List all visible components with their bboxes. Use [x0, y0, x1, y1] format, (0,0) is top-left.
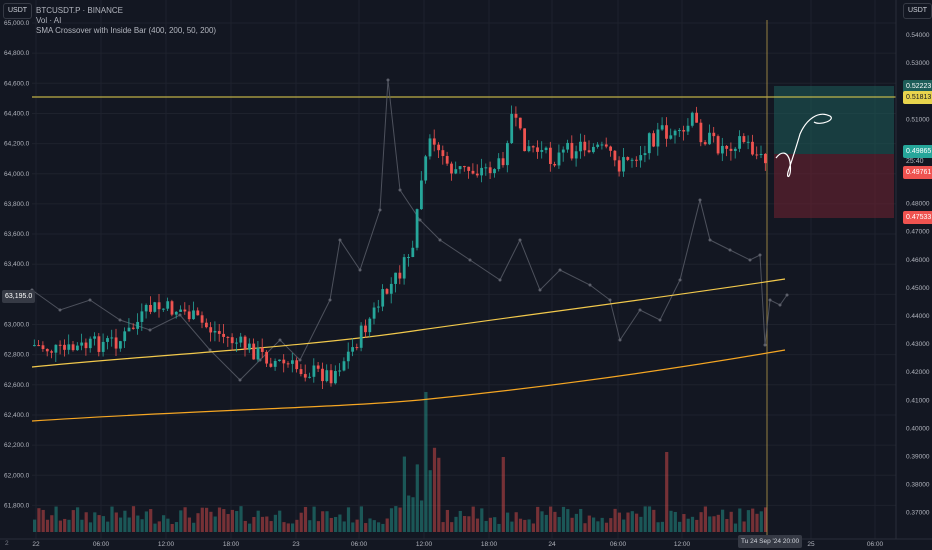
right-axis-tick: 0.45000 — [906, 285, 930, 292]
left-axis-tick: 61,800.0 — [4, 502, 30, 509]
time-axis-tick: 06:00 — [867, 541, 884, 548]
current-price-badge: 0.49865 — [903, 145, 932, 158]
time-axis-tick: 06:00 — [610, 541, 627, 548]
right-axis-tick: 0.39000 — [906, 454, 930, 461]
left-axis-tick: 62,400.0 — [4, 412, 30, 419]
corner-label: 2 — [5, 540, 9, 547]
left-axis-tick: 63,400.0 — [4, 261, 30, 268]
crosshair-time-label: Tu 24 Sep '24 20:00 — [738, 535, 803, 548]
left-axis-tick: 62,200.0 — [4, 442, 30, 449]
right-currency-button[interactable]: USDT — [903, 3, 932, 19]
candlestick-series — [33, 105, 767, 389]
time-axis-tick: 06:00 — [351, 541, 368, 548]
target-price-badge: 0.52223 — [903, 80, 932, 93]
volume-indicator-title[interactable]: Vol · AI — [36, 16, 62, 25]
right-axis-tick: 0.40000 — [906, 425, 930, 432]
left-price-badge: 63,195.0 — [2, 290, 36, 303]
volume-histogram — [33, 392, 768, 532]
right-axis-tick: 0.41000 — [906, 397, 930, 404]
chart-legend: BTCUSDT.P · BINANCE Vol · AI SMA Crossov… — [36, 6, 216, 36]
left-axis-tick: 63,600.0 — [4, 231, 30, 238]
time-axis-tick: 23 — [292, 541, 300, 548]
left-axis-tick: 63,800.0 — [4, 201, 30, 208]
bar-countdown: 25:40 — [906, 158, 924, 165]
right-axis-tick: 0.38000 — [906, 482, 930, 489]
left-axis-tick: 62,600.0 — [4, 382, 30, 389]
level-price-badge: 0.51813 — [903, 91, 932, 104]
left-axis-tick: 64,000.0 — [4, 171, 30, 178]
time-axis[interactable]: 22 06:00 12:00 18:00 23 06:00 12:00 18:00 24 06:0… — [32, 541, 883, 548]
time-axis-tick: 12:00 — [158, 541, 175, 548]
time-axis-tick: 22 — [32, 541, 40, 548]
left-axis-tick: 64,200.0 — [4, 141, 30, 148]
right-axis-tick: 0.48000 — [906, 201, 930, 208]
sma-indicator-title[interactable]: SMA Crossover with Inside Bar (400, 200,… — [36, 26, 217, 35]
right-axis-tick: 0.53000 — [906, 60, 930, 67]
right-axis-tick: 0.43000 — [906, 341, 930, 348]
right-axis-tick: 0.37000 — [906, 510, 930, 517]
time-axis-tick: 12:00 — [674, 541, 691, 548]
left-price-axis[interactable]: 65,000.0 64,800.0 64,600.0 64,400.0 64,200.0… — [4, 20, 30, 509]
left-axis-tick: 62,000.0 — [4, 472, 30, 479]
secondary-symbol-line — [31, 79, 788, 381]
right-axis-tick: 0.51000 — [906, 116, 930, 123]
left-axis-tick: 63,000.0 — [4, 322, 30, 329]
right-axis-tick: 0.54000 — [906, 32, 930, 39]
symbol-title[interactable]: BTCUSDT.P · BINANCE — [36, 6, 123, 15]
left-currency-button[interactable]: USDT — [3, 3, 33, 19]
stop-price-badge: 0.47533 — [903, 211, 932, 224]
left-axis-tick: 65,000.0 — [4, 20, 30, 27]
entry-price-badge: 0.49761 — [903, 166, 932, 179]
left-axis-tick: 64,600.0 — [4, 80, 30, 87]
time-axis-tick: 18:00 — [481, 541, 498, 548]
chart-grid — [32, 0, 896, 539]
right-axis-tick: 0.46000 — [906, 257, 930, 264]
time-axis-tick: 18:00 — [223, 541, 240, 548]
left-axis-tick: 64,400.0 — [4, 110, 30, 117]
secondary-symbol-points — [30, 78, 789, 382]
left-axis-tick: 62,800.0 — [4, 352, 30, 359]
drawn-projection-curve[interactable] — [775, 113, 832, 178]
profit-zone[interactable] — [774, 86, 894, 154]
right-axis-tick: 0.44000 — [906, 313, 930, 320]
right-axis-tick: 0.47000 — [906, 229, 930, 236]
time-axis-tick: 24 — [548, 541, 556, 548]
time-axis-tick: 06:00 — [93, 541, 110, 548]
right-price-axis[interactable]: 0.540000.530000.520000.510000.500000.490… — [906, 32, 930, 517]
loss-zone[interactable] — [774, 154, 894, 218]
left-axis-tick: 64,800.0 — [4, 50, 30, 57]
time-axis-tick: 25 — [807, 541, 815, 548]
time-axis-tick: 12:00 — [416, 541, 433, 548]
sma-fast-line — [31, 278, 786, 368]
sma-slow-line — [31, 349, 786, 422]
right-axis-tick: 0.42000 — [906, 369, 930, 376]
